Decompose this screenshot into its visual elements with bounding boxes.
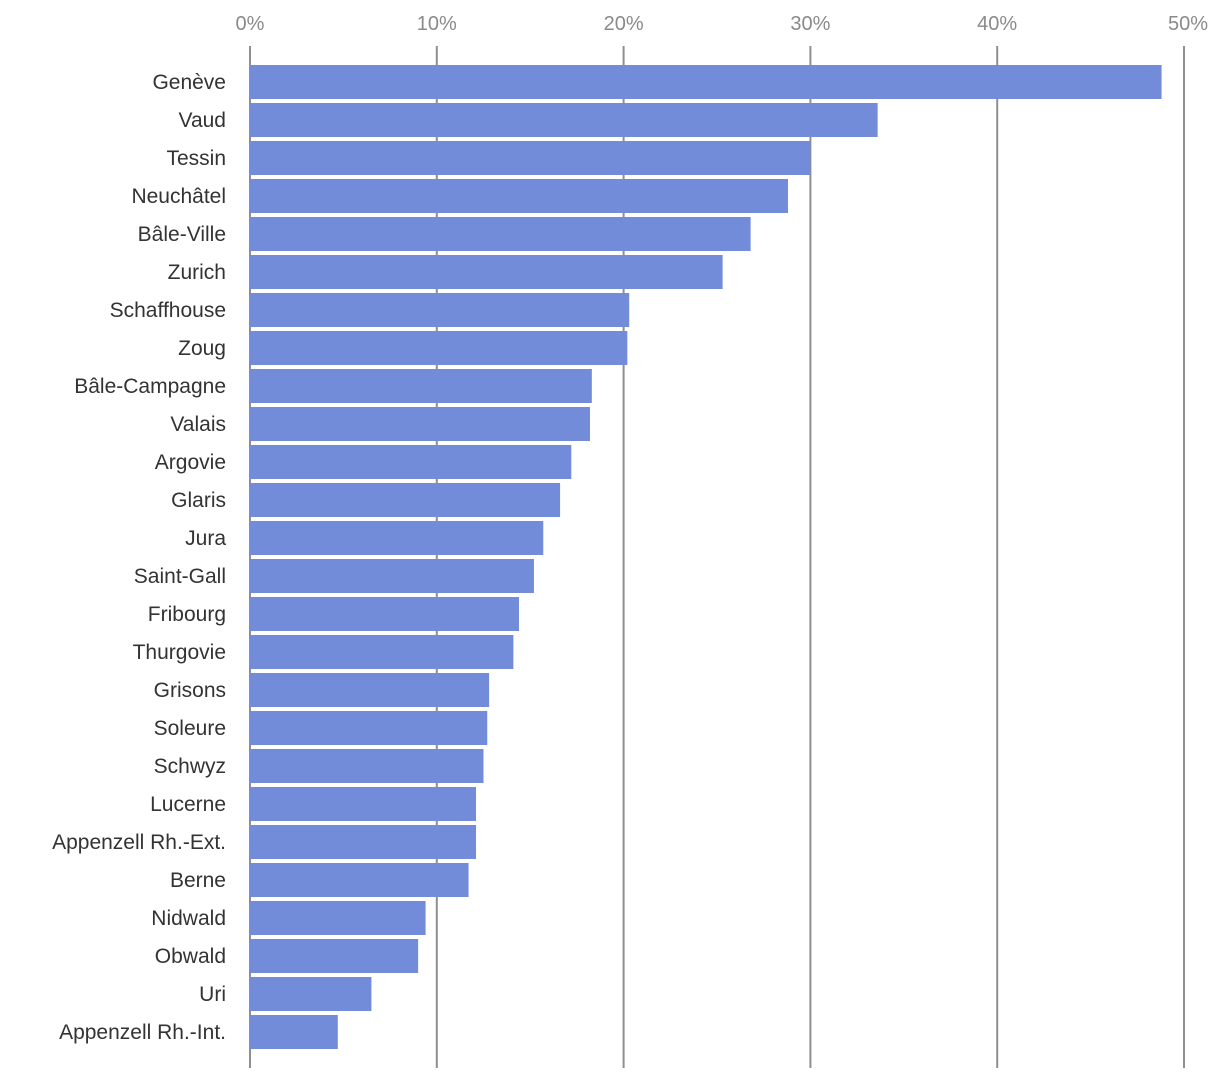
bar bbox=[250, 331, 628, 365]
category-label: Genève bbox=[152, 71, 226, 94]
bar bbox=[250, 521, 544, 555]
category-label: Grisons bbox=[154, 679, 226, 702]
category-label: Obwald bbox=[155, 945, 226, 968]
category-label: Neuchâtel bbox=[131, 185, 226, 208]
category-label: Bâle-Ville bbox=[138, 223, 226, 246]
category-label: Zurich bbox=[168, 261, 226, 284]
bar bbox=[250, 179, 788, 213]
category-label: Bâle-Campagne bbox=[74, 375, 226, 398]
category-label: Soleure bbox=[154, 717, 226, 740]
category-label: Zoug bbox=[178, 337, 226, 360]
x-axis-ticks: 0% 10% 20% 30% 40% 50% bbox=[236, 13, 1209, 35]
bar bbox=[250, 369, 592, 403]
category-label: Uri bbox=[199, 983, 226, 1006]
category-label: Tessin bbox=[166, 147, 226, 170]
category-label: Argovie bbox=[155, 451, 226, 474]
bar bbox=[250, 141, 811, 175]
category-labels: Genève Vaud Tessin Neuchâtel Bâle-Ville Zuric… bbox=[52, 71, 226, 1044]
grid-layer bbox=[249, 46, 1185, 1068]
bar bbox=[250, 1015, 338, 1049]
bar bbox=[250, 255, 723, 289]
bar bbox=[250, 483, 561, 517]
bar bbox=[250, 673, 490, 707]
bar bbox=[250, 977, 372, 1011]
bar bbox=[250, 103, 878, 137]
bar bbox=[250, 787, 477, 821]
bar bbox=[250, 293, 630, 327]
category-label: Jura bbox=[185, 527, 226, 550]
bar bbox=[250, 939, 419, 973]
category-label: Schwyz bbox=[154, 755, 226, 778]
x-tick-label: 30% bbox=[790, 13, 830, 35]
x-tick-label: 50% bbox=[1168, 13, 1208, 35]
bar bbox=[250, 559, 534, 593]
category-label: Vaud bbox=[179, 109, 227, 132]
bar bbox=[250, 217, 751, 251]
category-label: Appenzell Rh.-Ext. bbox=[52, 831, 226, 854]
category-label: Berne bbox=[170, 869, 226, 892]
x-tick-label: 40% bbox=[977, 13, 1017, 35]
category-label: Fribourg bbox=[148, 603, 226, 626]
bar bbox=[250, 749, 484, 783]
bar-layer bbox=[250, 65, 1162, 1049]
x-tick-label: 10% bbox=[417, 13, 457, 35]
category-label: Glaris bbox=[171, 489, 226, 512]
bar bbox=[250, 863, 469, 897]
bar bbox=[250, 65, 1162, 99]
bar bbox=[250, 445, 572, 479]
bar bbox=[250, 407, 590, 441]
bar bbox=[250, 901, 426, 935]
category-label: Saint-Gall bbox=[134, 565, 226, 588]
x-tick-label: 20% bbox=[604, 13, 644, 35]
category-label: Schaffhouse bbox=[110, 299, 226, 322]
category-label: Nidwald bbox=[151, 907, 226, 930]
category-label: Thurgovie bbox=[133, 641, 226, 664]
bar bbox=[250, 825, 477, 859]
category-label: Appenzell Rh.-Int. bbox=[59, 1021, 226, 1044]
bar bbox=[250, 711, 488, 745]
category-label: Lucerne bbox=[150, 793, 226, 816]
bar bbox=[250, 635, 514, 669]
category-label: Valais bbox=[170, 413, 226, 436]
bar bbox=[250, 597, 519, 631]
x-tick-label: 0% bbox=[236, 13, 265, 35]
